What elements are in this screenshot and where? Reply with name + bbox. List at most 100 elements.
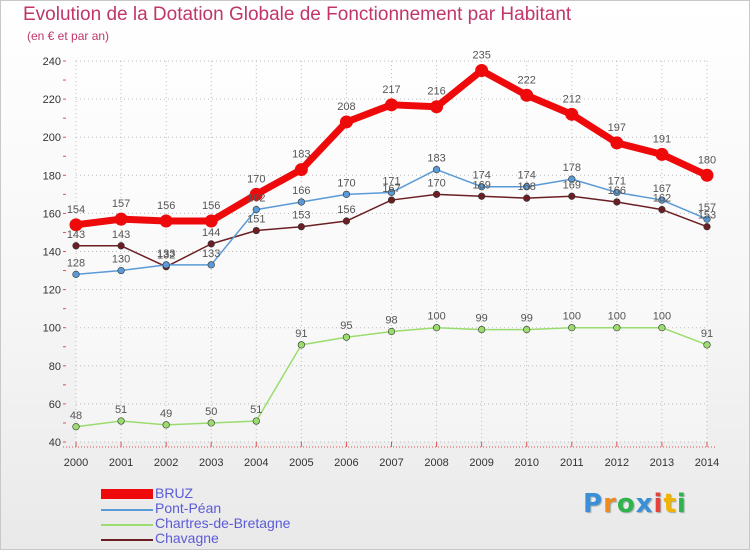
data-point-chartres-de-bretagne-2010 [523, 326, 531, 334]
y-tick-label-80: 80 [49, 361, 61, 373]
plot-area [76, 61, 707, 442]
data-label-bruz-2009: 235 [472, 50, 490, 62]
data-label-pont-pean-2007: 171 [382, 175, 400, 187]
data-point-bruz-2010 [520, 88, 534, 102]
data-label-bruz-2007: 217 [382, 84, 400, 96]
logo-letter-0: P [583, 489, 604, 519]
chart-subtitle: (en € et par an) [27, 29, 110, 43]
data-label-chartres-de-bretagne-2000: 48 [70, 410, 82, 422]
data-label-chavagne-2012: 166 [608, 185, 626, 197]
data-point-bruz-2008 [430, 100, 444, 114]
legend-swatch-pont-pean [101, 509, 153, 511]
data-point-chavagne-2007 [387, 196, 396, 204]
legend-swatch-bruz [101, 489, 153, 499]
y-tick-label-220: 220 [43, 94, 61, 106]
data-point-chartres-de-bretagne-2012 [613, 324, 621, 332]
data-label-chartres-de-bretagne-2006: 95 [340, 320, 352, 332]
data-point-chartres-de-bretagne-2011 [568, 324, 576, 332]
x-tick-label-2010: 2010 [514, 457, 538, 469]
data-label-chavagne-2011: 169 [563, 179, 581, 191]
data-point-pont-pean-2010 [523, 183, 531, 191]
data-point-bruz-2012 [610, 136, 624, 150]
legend-swatch-chavagne [101, 539, 153, 541]
data-label-pont-pean-2011: 178 [563, 162, 581, 174]
data-point-pont-pean-2001 [117, 266, 125, 275]
data-point-pont-pean-2006 [342, 190, 351, 198]
data-point-bruz-2002 [159, 214, 173, 228]
x-tick-label-2013: 2013 [650, 457, 674, 469]
data-label-chartres-de-bretagne-2013: 100 [653, 311, 671, 323]
series-lines [69, 64, 714, 431]
data-point-pont-pean-2002 [162, 261, 170, 269]
data-point-bruz-2000 [69, 218, 83, 232]
data-label-pont-pean-2003: 133 [202, 248, 220, 260]
y-tick-label-60: 60 [49, 399, 61, 411]
data-point-chavagne-2010 [523, 194, 531, 202]
data-label-pont-pean-2010: 174 [518, 170, 536, 182]
data-point-chavagne-2001 [117, 242, 125, 250]
y-tick-label-240: 240 [43, 56, 61, 68]
data-label-bruz-2006: 208 [337, 101, 355, 113]
data-label-chartres-de-bretagne-2001: 51 [115, 404, 127, 416]
logo-letter-2: o [616, 489, 636, 519]
data-point-pont-pean-2007 [387, 188, 396, 197]
legend-swatch-chartres-de-bretagne [101, 524, 153, 526]
data-label-pont-pean-2000: 128 [67, 257, 85, 269]
data-point-bruz-2009 [475, 64, 489, 78]
data-point-chartres-de-bretagne-2009 [478, 326, 486, 334]
data-point-pont-pean-2011 [568, 175, 576, 183]
data-label-bruz-2002: 156 [157, 200, 175, 212]
data-point-pont-pean-2012 [613, 188, 621, 197]
data-label-chartres-de-bretagne-2007: 98 [385, 315, 397, 327]
legend-label-chartres-de-bretagne: Chartres-de-Bretagne [155, 515, 291, 531]
data-point-chartres-de-bretagne-2006 [342, 333, 351, 341]
legend-label-chavagne: Chavagne [155, 530, 219, 546]
data-point-chavagne-2003 [207, 240, 215, 248]
logo-letter-4: i [653, 489, 664, 519]
y-tick-label-100: 100 [43, 323, 61, 335]
x-tick-label-2004: 2004 [244, 457, 268, 469]
data-point-chartres-de-bretagne-2013 [658, 324, 666, 332]
data-point-pont-pean-2013 [658, 196, 666, 204]
data-point-chavagne-2006 [342, 217, 351, 225]
data-point-chavagne-2013 [658, 205, 666, 214]
data-point-bruz-2004 [249, 187, 263, 201]
legend-label-bruz: BRUZ [155, 485, 194, 501]
x-tick-label-2011: 2011 [560, 457, 584, 469]
data-label-chartres-de-bretagne-2009: 99 [476, 313, 488, 325]
data-point-chartres-de-bretagne-2003 [207, 419, 215, 427]
data-label-chavagne-2004: 151 [247, 214, 265, 226]
data-label-pont-pean-2006: 170 [337, 177, 355, 189]
line-chart: 40 60 80 100 120 140 160 180 200 220 240 2000 2001 20… [43, 50, 720, 469]
y-tick-label-140: 140 [43, 247, 61, 259]
data-point-chavagne-2004 [252, 226, 260, 235]
data-point-chartres-de-bretagne-2001 [117, 417, 125, 425]
data-label-chartres-de-bretagne-2011: 100 [563, 311, 581, 323]
data-label-chartres-de-bretagne-2008: 100 [427, 311, 445, 323]
data-label-bruz-2012: 197 [608, 122, 626, 134]
data-label-pont-pean-2013: 167 [653, 183, 671, 195]
data-label-pont-pean-2002: 133 [157, 248, 175, 260]
x-tick-label-2001: 2001 [109, 457, 133, 469]
data-point-chartres-de-bretagne-2014 [703, 341, 711, 349]
data-label-chavagne-2008: 170 [427, 177, 445, 189]
data-point-chavagne-2000 [72, 242, 80, 250]
data-label-chartres-de-bretagne-2004: 51 [250, 404, 262, 416]
data-point-chartres-de-bretagne-2002 [162, 421, 170, 429]
data-label-chavagne-2002: 132 [157, 250, 175, 262]
x-tick-label-2005: 2005 [289, 457, 313, 469]
data-label-chartres-de-bretagne-2005: 91 [295, 328, 307, 340]
data-label-pont-pean-2012: 171 [608, 175, 626, 187]
data-point-chavagne-2012 [613, 198, 621, 206]
x-tick-label-2003: 2003 [199, 457, 223, 469]
data-point-bruz-2006 [339, 115, 353, 129]
data-label-pont-pean-2014: 157 [698, 202, 716, 214]
data-label-chavagne-2009: 169 [472, 179, 490, 191]
data-point-pont-pean-2003 [207, 261, 215, 269]
y-tick-label-180: 180 [43, 170, 61, 182]
data-label-chartres-de-bretagne-2003: 50 [205, 406, 217, 418]
data-label-pont-pean-2001: 130 [112, 254, 130, 266]
data-label-pont-pean-2008: 183 [427, 153, 445, 165]
data-point-pont-pean-2000 [72, 270, 80, 278]
logo-letter-6: i [676, 489, 687, 519]
